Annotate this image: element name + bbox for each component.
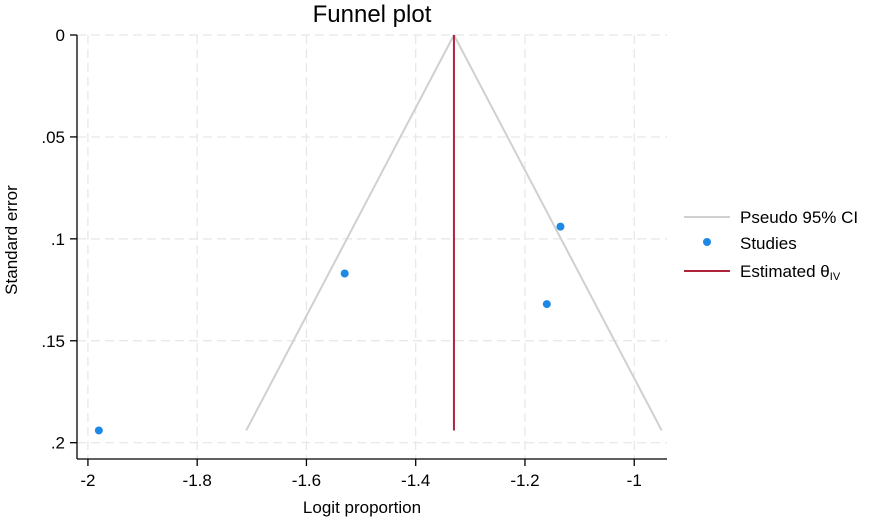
y-axis-title: Standard error bbox=[2, 185, 21, 295]
legend-studies-swatch bbox=[703, 238, 711, 246]
pseudo-ci-right-line bbox=[453, 34, 663, 431]
pseudo-ci-lines bbox=[245, 34, 663, 431]
study-point-3 bbox=[542, 300, 551, 309]
y-axis-ticks: 0 .05 .1 .15 .2 bbox=[41, 26, 77, 453]
pseudo-ci-left-line bbox=[245, 34, 455, 431]
x-tick-label-1: -1.8 bbox=[183, 471, 212, 490]
study-point-4 bbox=[556, 222, 565, 231]
legend: Pseudo 95% CI Studies Estimated θIV bbox=[684, 208, 858, 283]
x-tick-label-5: -1 bbox=[627, 471, 642, 490]
chart-title: Funnel plot bbox=[313, 1, 432, 28]
y-tick-label-2: .1 bbox=[51, 230, 65, 249]
study-point-2 bbox=[340, 269, 349, 278]
study-point-1 bbox=[94, 426, 103, 435]
x-axis-title: Logit proportion bbox=[303, 498, 421, 517]
x-tick-label-0: -2 bbox=[80, 471, 95, 490]
legend-estimate-text: Estimated θ bbox=[740, 262, 830, 281]
x-tick-label-2: -1.6 bbox=[292, 471, 321, 490]
y-tick-label-1: .05 bbox=[41, 128, 65, 147]
grid-lines bbox=[77, 34, 667, 459]
legend-estimate-subscript: IV bbox=[830, 271, 841, 283]
x-tick-label-3: -1.4 bbox=[401, 471, 430, 490]
legend-estimate-label: Estimated θIV bbox=[740, 262, 841, 283]
study-points bbox=[94, 222, 565, 435]
x-tick-label-4: -1.2 bbox=[510, 471, 539, 490]
x-axis-ticks: -2 -1.8 -1.6 -1.4 -1.2 -1 bbox=[80, 459, 642, 490]
legend-studies-label: Studies bbox=[740, 234, 797, 253]
y-tick-label-3: .15 bbox=[41, 332, 65, 351]
legend-ci-label: Pseudo 95% CI bbox=[740, 208, 858, 227]
y-tick-label-0: 0 bbox=[56, 26, 65, 45]
axes bbox=[76, 35, 667, 460]
y-tick-label-4: .2 bbox=[51, 434, 65, 453]
